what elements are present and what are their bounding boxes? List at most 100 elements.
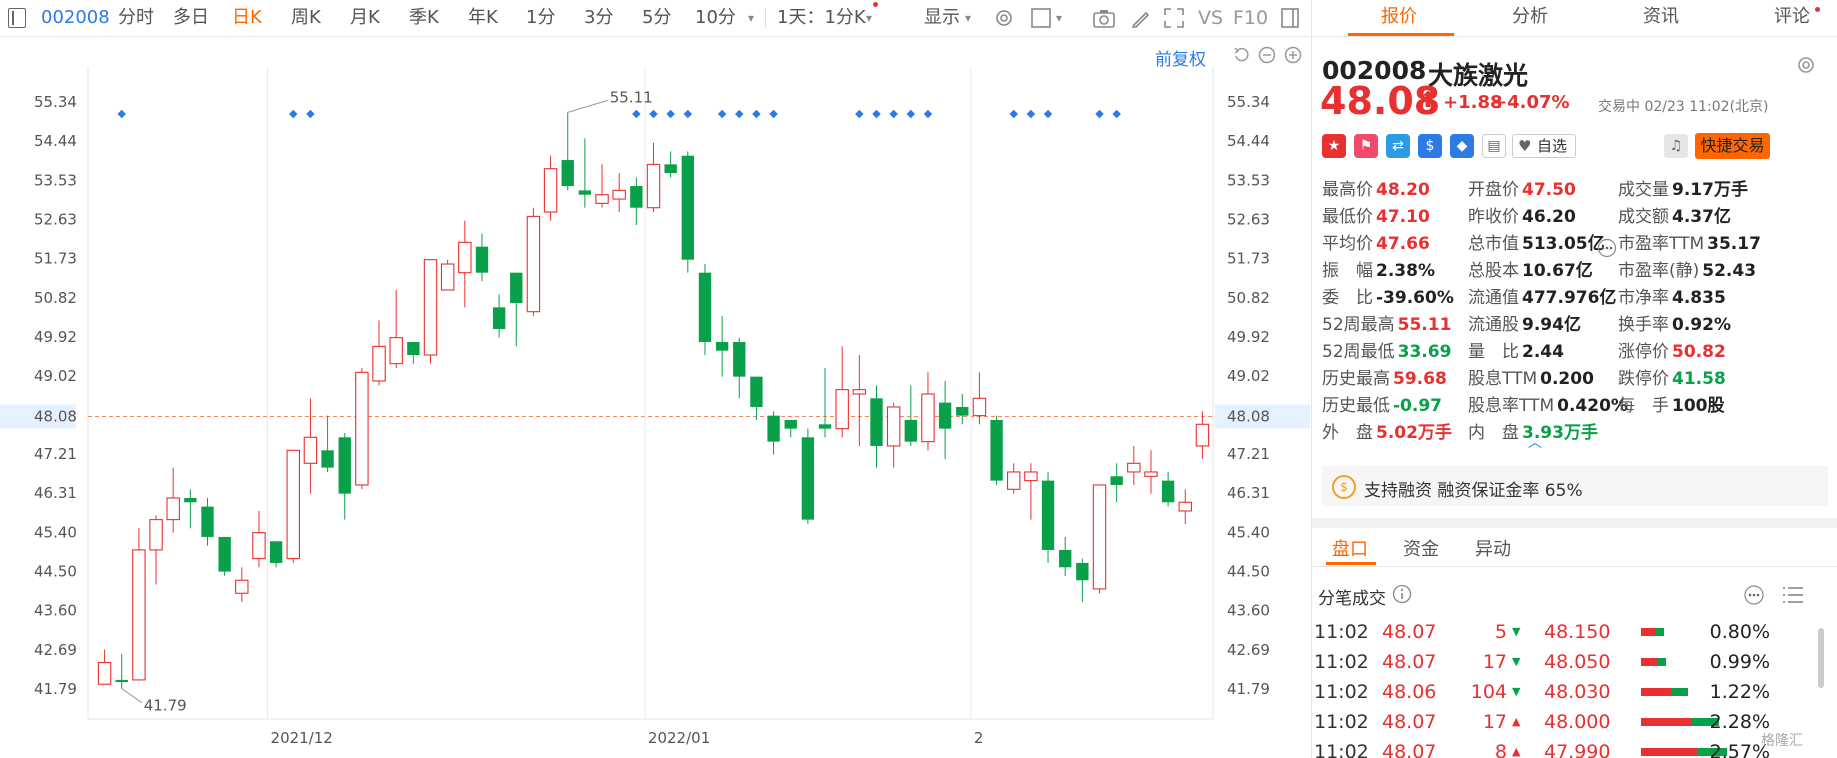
kline-chart-svg[interactable]: 55.34 55.34 54.44 54.44 53.53 53.53 52.63 52.63… bbox=[0, 37, 1310, 758]
stat-value: 5.02万手 bbox=[1376, 423, 1452, 443]
subtab-anomaly[interactable]: 异动 bbox=[1475, 539, 1511, 560]
f10-button[interactable]: F10 bbox=[1233, 7, 1269, 29]
candle-body-up bbox=[389, 337, 403, 365]
collapse-chevron-icon[interactable]: ︿ bbox=[1528, 435, 1542, 451]
dollar-icon[interactable]: $ bbox=[1418, 134, 1442, 158]
candle-body-down bbox=[115, 679, 128, 683]
compare-vs-button[interactable]: VS bbox=[1198, 7, 1224, 29]
period-5min[interactable]: 5分 bbox=[642, 7, 672, 28]
watchlist-button[interactable]: ♥ 自选 bbox=[1512, 134, 1576, 158]
stock-code[interactable]: 002008 bbox=[41, 7, 110, 28]
candle-body-down bbox=[870, 398, 883, 446]
signal-dot bbox=[666, 109, 675, 119]
china-flag-icon[interactable]: ★ bbox=[1322, 134, 1346, 158]
period-daily-k[interactable]: 日K bbox=[232, 7, 262, 28]
trading-status-time: 交易中 02/23 11:02(北京) bbox=[1598, 99, 1769, 115]
settings-icon[interactable] bbox=[993, 7, 1015, 29]
stat-label: 股息率TTM bbox=[1468, 396, 1555, 416]
stat-value: 0.92% bbox=[1672, 315, 1731, 335]
tick-percent: 2.57% bbox=[1709, 741, 1770, 758]
draw-pen-icon[interactable] bbox=[1130, 7, 1152, 29]
price-up-arrow-icon: ⬆ bbox=[1419, 88, 1438, 113]
stat-row: 股息TTM 0.200 bbox=[1468, 369, 1594, 389]
stat-label: 内 盘 bbox=[1468, 423, 1519, 443]
fullscreen-icon[interactable] bbox=[1163, 7, 1185, 29]
tick-level-price: 48.150 bbox=[1544, 621, 1611, 643]
tab-comments[interactable]: 评论 bbox=[1774, 6, 1810, 27]
running-man-icon[interactable]: ⚑ bbox=[1354, 134, 1378, 158]
zoom-in-icon[interactable] bbox=[1284, 46, 1302, 64]
info-icon[interactable] bbox=[1392, 584, 1412, 604]
tick-time: 11:02 bbox=[1314, 621, 1369, 643]
tick-time: 11:02 bbox=[1314, 711, 1369, 733]
period-monthly-k[interactable]: 月K bbox=[350, 7, 380, 28]
stat-label: 52周最低 bbox=[1322, 342, 1395, 362]
zoom-out-icon[interactable] bbox=[1258, 46, 1276, 64]
y-tick-label-right: 50.82 bbox=[1227, 289, 1270, 307]
camera-icon[interactable] bbox=[1092, 7, 1116, 29]
undo-icon[interactable] bbox=[1233, 46, 1251, 64]
stat-label: 52周最高 bbox=[1322, 315, 1395, 335]
stat-row: 内 盘 3.93万手 bbox=[1468, 423, 1598, 443]
stat-value: 4.835 bbox=[1672, 288, 1726, 308]
tick-percent: 1.22% bbox=[1709, 681, 1770, 703]
subtab-capital[interactable]: 资金 bbox=[1403, 539, 1439, 560]
tick-level-price: 47.990 bbox=[1544, 741, 1611, 758]
kline-chart[interactable]: 55.34 55.34 54.44 54.44 53.53 53.53 52.63 52.63… bbox=[0, 37, 1310, 758]
stat-value: 2.44 bbox=[1522, 342, 1564, 362]
tick-depth-bar bbox=[1641, 688, 1688, 696]
tab-quote[interactable]: 报价 bbox=[1381, 6, 1417, 27]
high-annotation-line bbox=[567, 99, 608, 113]
more-options-icon[interactable] bbox=[1743, 584, 1765, 606]
tab-analysis[interactable]: 分析 bbox=[1512, 6, 1548, 27]
signal-dot bbox=[855, 109, 864, 119]
stat-value: 100股 bbox=[1672, 396, 1725, 416]
box-select-chevron-icon[interactable]: ▾ bbox=[1056, 11, 1063, 25]
restore-adjusted-link[interactable]: 前复权 bbox=[1155, 50, 1206, 70]
stat-value: 513.05亿 bbox=[1522, 234, 1605, 254]
shuffle-icon[interactable]: ⇄ bbox=[1386, 134, 1410, 158]
money-coin-icon: $ bbox=[1332, 475, 1356, 499]
quick-trade-button[interactable]: 快捷交易 bbox=[1695, 133, 1770, 159]
interval-selector[interactable]: 1天：1分K bbox=[777, 7, 866, 28]
candle-body-up bbox=[1092, 484, 1107, 590]
candle-body-up bbox=[1195, 423, 1210, 447]
y-tick-label-right: 41.79 bbox=[1227, 680, 1270, 698]
candle-body-up bbox=[543, 168, 558, 213]
watermark: 格隆汇 bbox=[1761, 733, 1803, 749]
stat-value: 33.69 bbox=[1397, 342, 1452, 362]
period-1min[interactable]: 1分 bbox=[526, 7, 556, 28]
period-yearly-k[interactable]: 年K bbox=[468, 7, 498, 28]
period-dropdown-chevron-icon[interactable]: ▾ bbox=[748, 11, 755, 25]
sidebar-toggle-icon[interactable] bbox=[8, 8, 26, 28]
signal-dot bbox=[1026, 109, 1036, 119]
period-intraday[interactable]: 分时 bbox=[118, 7, 154, 28]
y-tick-label-left: 47.21 bbox=[34, 445, 77, 463]
display-menu[interactable]: 显示 bbox=[924, 7, 960, 28]
stat-value: 47.50 bbox=[1522, 180, 1576, 200]
period-multiday[interactable]: 多日 bbox=[173, 7, 209, 28]
period-3min[interactable]: 3分 bbox=[584, 7, 614, 28]
stat-row: 跌停价 41.58 bbox=[1618, 369, 1726, 389]
display-chevron-icon[interactable]: ▾ bbox=[965, 11, 972, 25]
period-10min[interactable]: 10分 bbox=[695, 7, 736, 28]
bell-icon[interactable]: ♫ bbox=[1664, 134, 1688, 158]
more-options-icon[interactable] bbox=[1597, 238, 1617, 258]
interval-chevron-icon[interactable]: ▾ bbox=[866, 11, 873, 25]
panel-toggle-icon[interactable] bbox=[1280, 7, 1300, 29]
tag-icon[interactable]: ◆ bbox=[1450, 134, 1474, 158]
y-tick-label-right: 49.02 bbox=[1227, 367, 1270, 385]
settings-icon[interactable] bbox=[1795, 54, 1817, 76]
document-icon[interactable]: ▤ bbox=[1482, 134, 1506, 158]
box-select-icon[interactable] bbox=[1030, 7, 1052, 29]
stat-row: 涨停价 50.82 bbox=[1618, 342, 1726, 362]
stat-label: 总股本 bbox=[1468, 261, 1519, 281]
section-separator bbox=[1312, 566, 1837, 567]
tick-direction-icon: ▲ bbox=[1512, 715, 1521, 728]
subtab-orderbook[interactable]: 盘口 bbox=[1332, 539, 1368, 560]
scrollbar[interactable] bbox=[1818, 628, 1824, 688]
period-weekly-k[interactable]: 周K bbox=[291, 7, 321, 28]
list-view-icon[interactable] bbox=[1781, 584, 1805, 606]
period-quarterly-k[interactable]: 季K bbox=[409, 7, 439, 28]
tab-news[interactable]: 资讯 bbox=[1643, 6, 1679, 27]
